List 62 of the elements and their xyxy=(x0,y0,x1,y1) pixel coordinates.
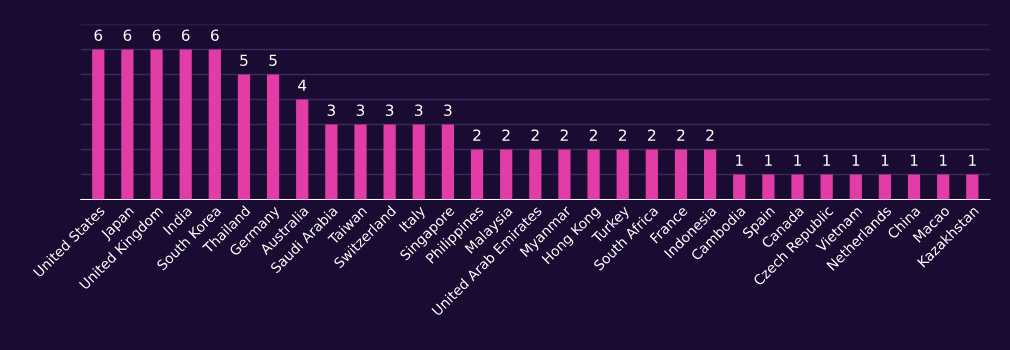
bar xyxy=(412,124,425,200)
data-label: 2 xyxy=(531,129,539,141)
data-label: 3 xyxy=(415,104,423,116)
bar xyxy=(179,49,192,200)
data-label: 2 xyxy=(706,129,714,141)
bar xyxy=(616,149,629,200)
bar xyxy=(208,49,221,200)
data-label: 1 xyxy=(940,154,947,166)
bar xyxy=(266,74,280,200)
bar xyxy=(529,149,542,200)
data-label: 2 xyxy=(473,129,481,141)
data-label: 5 xyxy=(269,54,277,66)
data-label: 2 xyxy=(677,129,685,141)
data-label: 3 xyxy=(385,104,394,116)
data-label: 1 xyxy=(823,154,831,166)
data-label: 6 xyxy=(94,29,103,41)
bar xyxy=(791,174,804,200)
data-label: 1 xyxy=(852,154,860,166)
bar xyxy=(237,74,251,200)
data-label: 1 xyxy=(736,154,743,166)
bar xyxy=(849,174,862,200)
data-label: 1 xyxy=(910,154,918,166)
data-label: 3 xyxy=(356,104,365,116)
data-label: 1 xyxy=(794,154,801,166)
bar xyxy=(325,124,338,200)
data-label: 2 xyxy=(648,129,656,141)
data-label: 1 xyxy=(765,154,772,166)
bar xyxy=(820,174,833,200)
bar xyxy=(558,149,571,200)
bar xyxy=(733,174,746,200)
bar xyxy=(762,174,775,200)
bar xyxy=(703,149,717,200)
data-label: 5 xyxy=(240,54,248,66)
bar xyxy=(587,149,600,200)
bar xyxy=(383,124,396,200)
bar xyxy=(470,149,484,200)
bar xyxy=(354,124,367,200)
data-label: 1 xyxy=(969,154,976,166)
bar xyxy=(150,49,163,200)
bar xyxy=(878,174,892,200)
data-label: 2 xyxy=(589,129,597,141)
bar xyxy=(500,149,513,200)
bar xyxy=(966,174,979,200)
data-label: 3 xyxy=(444,104,452,116)
bar xyxy=(296,99,309,200)
data-label: 4 xyxy=(298,79,307,91)
data-label: 3 xyxy=(327,104,335,116)
bar xyxy=(674,149,688,200)
data-label: 6 xyxy=(211,29,219,41)
data-label: 2 xyxy=(618,129,627,141)
bar xyxy=(121,49,134,200)
bar xyxy=(645,149,658,200)
data-label: 6 xyxy=(123,29,132,41)
data-label: 6 xyxy=(152,29,161,41)
bar xyxy=(92,49,105,200)
data-label: 6 xyxy=(181,29,190,41)
data-label: 2 xyxy=(502,129,510,141)
bar xyxy=(937,174,950,200)
data-label: 1 xyxy=(881,154,889,166)
bar xyxy=(441,124,455,200)
data-label: 2 xyxy=(560,129,568,141)
bar xyxy=(907,174,921,200)
